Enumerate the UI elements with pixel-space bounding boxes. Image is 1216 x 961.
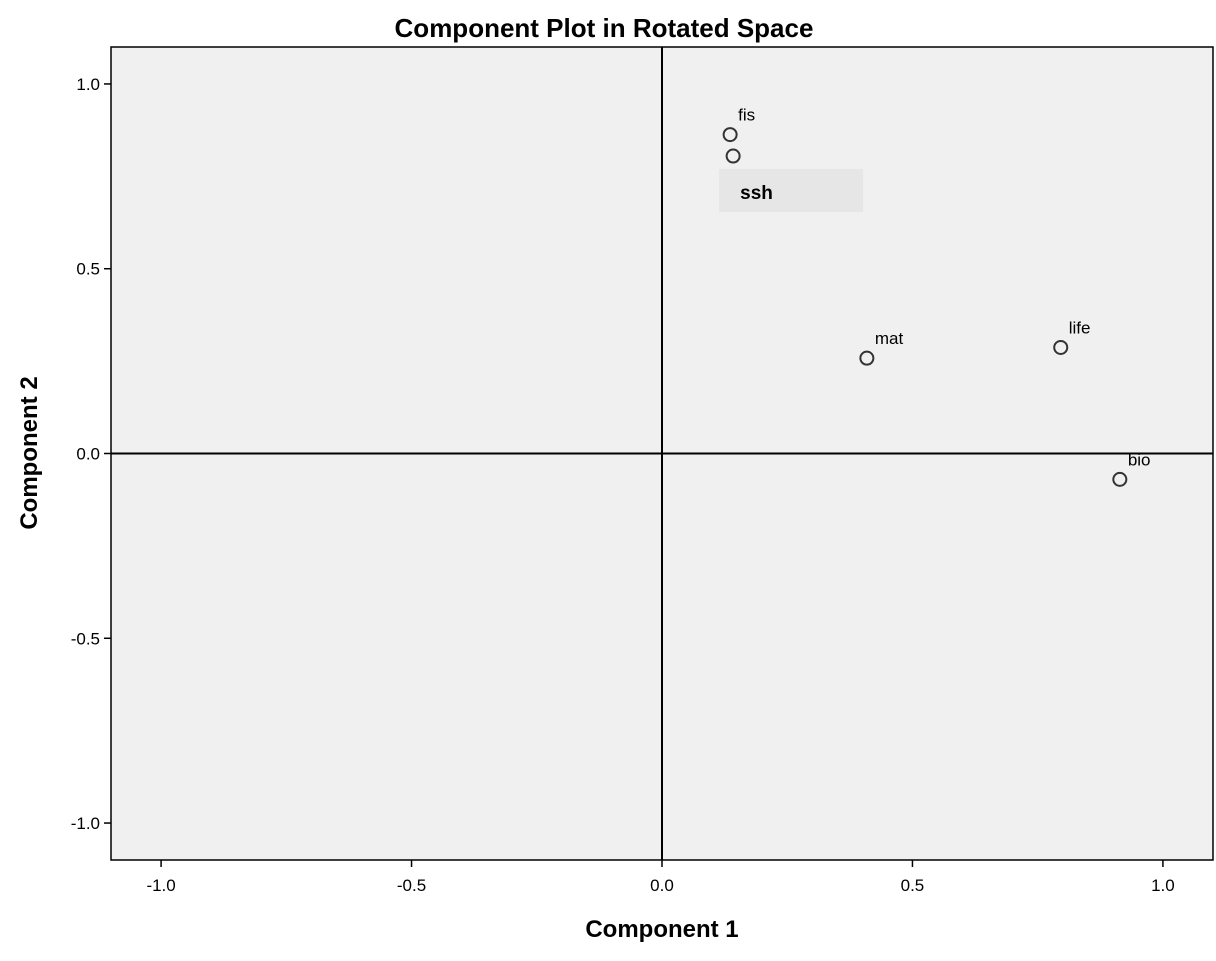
x-tick-label: -0.5 — [397, 876, 426, 895]
y-tick-label: -0.5 — [71, 629, 100, 648]
point-label-fis: fis — [738, 106, 755, 125]
x-tick-label: 1.0 — [1151, 876, 1175, 895]
scatter-point-bio — [1112, 471, 1128, 487]
scatter-point-fis — [722, 127, 738, 143]
point-label-life: life — [1069, 318, 1091, 337]
y-tick-label: -1.0 — [71, 814, 100, 833]
point-label-mat: mat — [875, 329, 904, 348]
y-tick-label: 0.5 — [76, 260, 100, 279]
label-highlight-box — [719, 169, 864, 213]
y-tick-label: 0.0 — [76, 445, 100, 464]
scatter-point-mat — [859, 350, 875, 366]
scatter-point-ssh — [725, 148, 741, 164]
y-tick-label: 1.0 — [76, 75, 100, 94]
x-axis-title: Component 1 — [585, 916, 738, 943]
chart-title: Component Plot in Rotated Space — [395, 13, 814, 43]
point-label-ssh: ssh — [740, 183, 773, 204]
point-label-bio: bio — [1128, 450, 1151, 469]
scatter-point-life — [1053, 339, 1069, 355]
x-tick-label: 0.5 — [901, 876, 925, 895]
x-tick-label: 0.0 — [650, 876, 674, 895]
x-tick-label: -1.0 — [146, 876, 175, 895]
y-axis-title: Component 2 — [16, 376, 43, 529]
